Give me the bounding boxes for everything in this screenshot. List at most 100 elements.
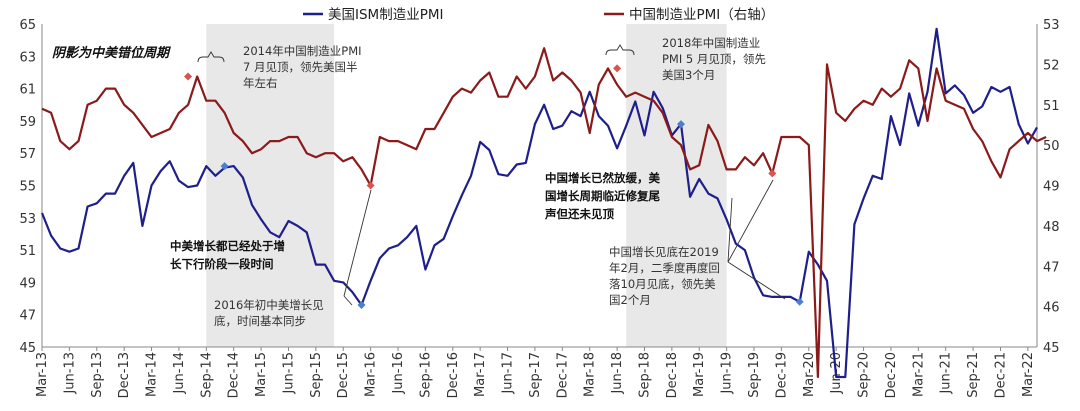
note-slowdown-line-3: 声但还未见顶 <box>544 207 614 221</box>
x-tick-label: Mar-14 <box>145 352 160 397</box>
x-tick-label: Dec-20 <box>884 352 899 398</box>
x-tick-label: Dec-15 <box>336 352 351 398</box>
note-2014-line-1: 2014年中国制造业PMI <box>243 44 362 58</box>
arrow-2019-mid <box>727 197 733 263</box>
y-right-tick-label: 52 <box>1043 58 1060 73</box>
x-tick-label: Mar-18 <box>583 352 598 397</box>
bracket-2018 <box>605 44 635 56</box>
x-tick-label: Dec-17 <box>555 352 570 398</box>
y-right-tick-label: 51 <box>1043 99 1060 114</box>
note-2019-line-4: 国2个月 <box>609 293 651 307</box>
us-ism-pmi-line <box>40 27 1038 379</box>
axes: 45 47 49 51 53 55 57 59 61 63 65 45 46 47 48 49 50 51 52 53… <box>19 18 1059 398</box>
x-tick-label: Jun-15 <box>281 352 296 395</box>
y-left-tick-label: 61 <box>19 83 36 98</box>
x-tick-label: Jun-17 <box>501 352 516 395</box>
x-tick-label: Dec-19 <box>774 352 789 398</box>
x-tick-label: Sep-18 <box>637 352 652 398</box>
arrow-2016-cn <box>343 189 372 297</box>
y-left-tick-label: 53 <box>19 212 36 227</box>
y-left-tick-label: 45 <box>19 341 36 356</box>
y-right-tick-label: 45 <box>1043 341 1060 356</box>
note-2014-line-2: 7 月见顶，领先美国半 <box>243 60 357 74</box>
annotation-2019: 中国增长见底在2019 年2月，二季度再度回 落10月见底，领先美 国2个月 <box>609 245 720 307</box>
china-marker <box>366 181 375 190</box>
x-tick-label: Mar-15 <box>254 352 269 397</box>
x-tick-label: Sep-17 <box>528 352 543 398</box>
note-downturn-line-1: 中美增长都已经处于增 <box>170 239 285 253</box>
note-2018-line-1: 2018年中国制造业 <box>662 36 760 50</box>
note-2014-line-3: 年左右 <box>243 76 278 90</box>
arrow-2019-us <box>727 261 786 300</box>
note-downturn-line-2: 长下行阶段一段时间 <box>170 257 274 271</box>
y-left-tick-label: 47 <box>19 309 36 324</box>
y-right-tick-label: 47 <box>1043 260 1060 275</box>
us-marker <box>357 301 366 310</box>
x-tick-label: Sep-15 <box>309 352 324 398</box>
us-marker <box>795 297 804 306</box>
x-tick-label: Mar-17 <box>473 352 488 397</box>
legend-cn-label: 中国制造业PMI（右轴） <box>629 7 774 23</box>
x-tick-label: Sep-13 <box>90 352 105 398</box>
annotation-2018: 2018年中国制造业 PMI 5 月见顶，领先 美国3个月 <box>662 36 766 82</box>
china-marker <box>613 64 622 73</box>
y-right-tick-label: 53 <box>1043 18 1060 33</box>
x-tick-label: Jun-21 <box>939 352 954 395</box>
x-tick-label: Sep-20 <box>857 352 872 398</box>
shaded-periods <box>206 24 727 347</box>
bracket-2014 <box>197 51 225 63</box>
x-tick-label: Dec-13 <box>117 352 132 398</box>
china-marker <box>184 72 193 81</box>
x-tick-label: Mar-21 <box>911 352 926 397</box>
note-2019-line-1: 中国增长见底在2019 <box>609 245 719 259</box>
y-left-tick-label: 49 <box>19 276 36 291</box>
note-slowdown-line-2: 国增长周期临近修复尾 <box>545 189 660 203</box>
x-tick-label: Sep-14 <box>199 352 214 398</box>
note-2018-line-2: PMI 5 月见顶，领先 <box>662 52 766 66</box>
note-2019-line-2: 年2月，二季度再度回 <box>609 261 720 275</box>
note-2019-line-3: 落10月见底，领先美 <box>609 277 716 291</box>
x-tick-label: Mar-13 <box>35 352 50 397</box>
x-tick-label: Mar-20 <box>802 352 817 397</box>
x-tick-label: Dec-16 <box>446 352 461 398</box>
china-pmi-line <box>41 47 1047 379</box>
y-left-tick-label: 65 <box>19 18 36 33</box>
shaded-period-1 <box>206 24 335 347</box>
x-tick-label: Mar-22 <box>1021 352 1036 397</box>
arrow-2016-us <box>343 295 353 306</box>
x-tick-label: Sep-16 <box>418 352 433 398</box>
x-tick-label: Jun-18 <box>610 352 625 395</box>
annotation-title: 阴影为中美错位周期 <box>52 45 171 61</box>
x-tick-label: Mar-19 <box>692 352 707 397</box>
x-tick-label: Mar-16 <box>364 352 379 397</box>
legend-us-label: 美国ISM制造业PMI <box>328 7 443 23</box>
annotation-2014: 2014年中国制造业PMI 7 月见顶，领先美国半 年左右 <box>243 44 362 90</box>
x-tick-label: Jun-19 <box>720 352 735 395</box>
y-right-tick-label: 49 <box>1043 180 1060 195</box>
y-left-tick-label: 51 <box>19 244 36 259</box>
series-markers <box>184 64 804 310</box>
annotation-slowdown: 中国增长已然放缓，美 国增长周期临近修复尾 声但还未见顶 <box>544 171 660 221</box>
annotation-2016: 2016年初中美增长见 底，时间基本同步 <box>214 298 324 328</box>
arrow-2019-cn <box>727 179 774 263</box>
y-left-tick-label: 63 <box>19 50 36 65</box>
x-tick-label: Dec-21 <box>993 352 1008 398</box>
us-marker <box>676 120 685 129</box>
y-right-tick-label: 50 <box>1043 139 1060 154</box>
note-2018-line-3: 美国3个月 <box>662 68 715 82</box>
y-left-tick-label: 57 <box>19 147 36 162</box>
x-tick-label: Sep-19 <box>747 352 762 398</box>
shaded-period-2 <box>626 24 727 347</box>
y-left-tick-label: 55 <box>19 180 36 195</box>
y-left-tick-label: 59 <box>19 115 36 130</box>
y-right-tick-label: 46 <box>1043 301 1060 316</box>
x-tick-label: Sep-21 <box>966 352 981 398</box>
annotation-downturn: 中美增长都已经处于增 长下行阶段一段时间 <box>170 239 285 271</box>
legend: 美国ISM制造业PMI 中国制造业PMI（右轴） <box>303 7 774 23</box>
y-right-tick-label: 48 <box>1043 220 1060 235</box>
series-lines <box>40 27 1047 379</box>
china-marker <box>768 169 777 178</box>
x-tick-label: Jun-13 <box>62 352 77 395</box>
x-tick-label: Jun-16 <box>391 352 406 395</box>
